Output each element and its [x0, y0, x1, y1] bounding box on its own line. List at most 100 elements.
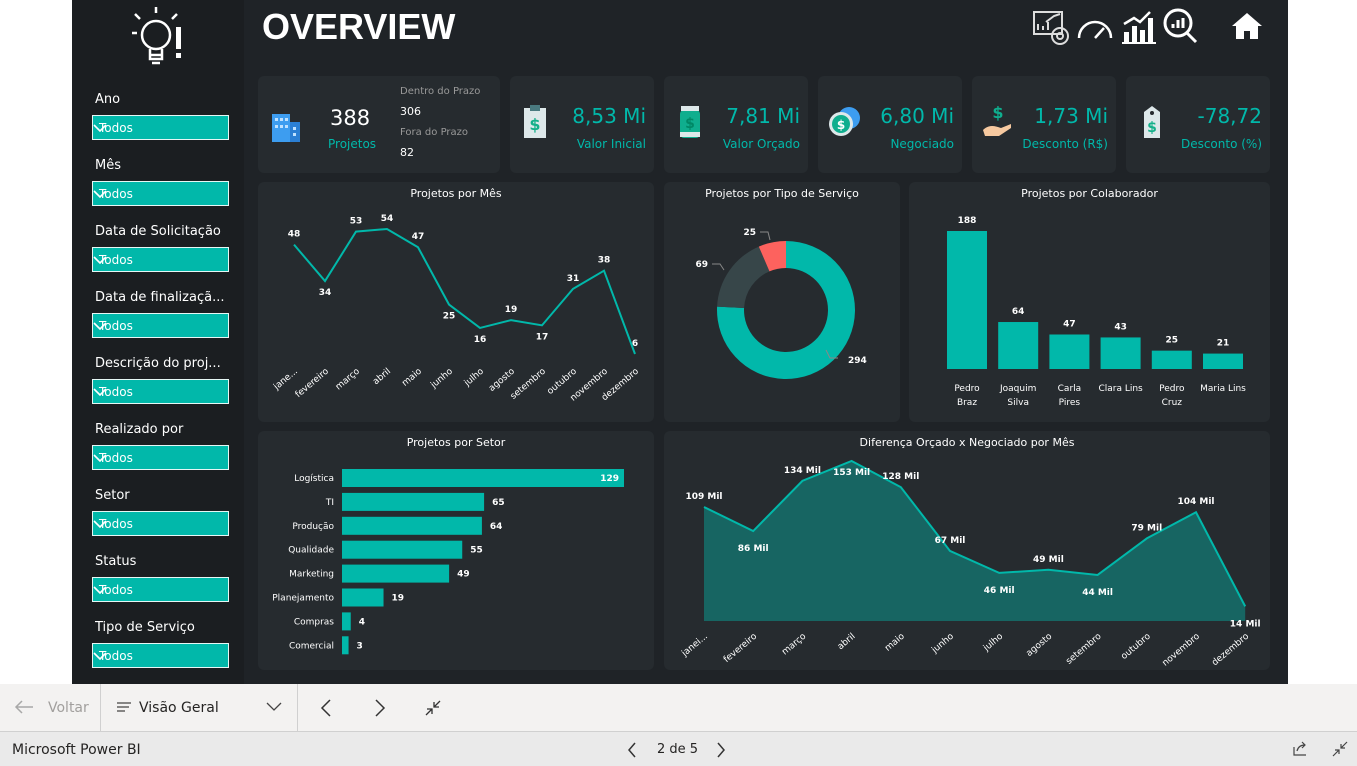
- panel-projetos-por-mes: Projetos por Mês: [258, 182, 654, 422]
- dentro-prazo-value: 306: [400, 105, 421, 118]
- chart-title: Projetos por Setor: [406, 436, 506, 449]
- svg-text:$: $: [529, 115, 540, 134]
- back-button[interactable]: Voltar: [48, 700, 89, 716]
- kpi-card-projetos: 388 Projetos Dentro do Prazo 306 Fora do…: [258, 76, 500, 173]
- previous-page-icon[interactable]: [320, 699, 332, 717]
- panel-projetos-por-setor: Projetos por Setor: [258, 431, 654, 670]
- chevron-down-icon: [93, 652, 107, 661]
- dropdown-value: Todos: [99, 385, 133, 399]
- dropdown-value: Todos: [99, 583, 133, 597]
- filter-label: Realizado por: [95, 422, 184, 437]
- page-indicator: 2 de 5: [657, 742, 699, 757]
- growth-chart-icon[interactable]: [1122, 11, 1156, 44]
- dropdown-value: Todos: [99, 121, 133, 135]
- filter-sidebar: Ano Todos Mês Todos Data de Solicitação …: [72, 0, 244, 684]
- dollar-chat-icon: $: [829, 107, 860, 136]
- price-tag-icon: $: [1144, 106, 1160, 138]
- kpi-value: 8,53 Mi: [572, 104, 646, 128]
- filter-label: Data de finalizaçã...: [95, 290, 225, 305]
- chevron-down-icon[interactable]: [266, 702, 282, 712]
- kpi-label: Desconto (%): [1180, 137, 1262, 151]
- filter-dropdown[interactable]: Todos: [92, 181, 229, 206]
- panel-projetos-por-colaborador: Projetos por Colaborador: [909, 182, 1270, 422]
- svg-text:$: $: [685, 116, 695, 132]
- share-icon[interactable]: [1292, 741, 1308, 757]
- dropdown-value: Todos: [99, 187, 133, 201]
- chevron-down-icon: [93, 124, 107, 133]
- back-arrow-icon[interactable]: [14, 699, 34, 715]
- kpi-value: 7,81 Mi: [726, 104, 800, 128]
- dropdown-value: Todos: [99, 649, 133, 663]
- report-analysis-icon[interactable]: [1033, 11, 1069, 45]
- filter-dropdown[interactable]: Todos: [92, 313, 229, 338]
- chevron-down-icon: [93, 322, 107, 331]
- chevron-down-icon: [93, 388, 107, 397]
- chevron-down-icon: [93, 520, 107, 529]
- divider: [100, 684, 101, 732]
- gauge-icon[interactable]: [1077, 20, 1113, 39]
- page-select[interactable]: Visão Geral: [139, 700, 219, 716]
- kpi-card: $ 1,73 Mi Desconto (R$): [972, 76, 1116, 173]
- kpi-value: -78,72: [1197, 104, 1262, 128]
- svg-text:$: $: [992, 104, 1003, 122]
- next-page-icon[interactable]: [374, 699, 386, 717]
- kpi-card: $ -78,72 Desconto (%): [1126, 76, 1270, 173]
- dropdown-value: Todos: [99, 451, 133, 465]
- exit-fullscreen-icon[interactable]: [1332, 741, 1348, 757]
- hand-dollar-icon: $: [983, 104, 1011, 136]
- menu-icon: [117, 702, 131, 712]
- chart-title: Projetos por Tipo de Serviço: [705, 187, 859, 200]
- exit-fullscreen-icon[interactable]: [424, 699, 442, 717]
- chart-title: Diferença Orçado x Negociado por Mês: [859, 436, 1075, 449]
- status-bar: Microsoft Power BI 2 de 5: [0, 732, 1357, 766]
- chevron-down-icon: [93, 190, 107, 199]
- kpi-label: Desconto (R$): [1022, 137, 1108, 151]
- filter-dropdown[interactable]: Todos: [92, 379, 229, 404]
- filter-label: Setor: [95, 488, 130, 503]
- chart-title: Projetos por Mês: [410, 187, 502, 200]
- panel-projetos-por-tipo: Projetos por Tipo de Serviço: [664, 182, 900, 422]
- kpi-label: Negociado: [890, 137, 954, 151]
- building-icon: [272, 114, 300, 142]
- report-canvas: Ano Todos Mês Todos Data de Solicitação …: [72, 0, 1288, 684]
- home-icon[interactable]: [1232, 13, 1262, 39]
- report-navbar: Voltar Visão Geral: [0, 684, 1357, 732]
- kpi-card: $ 6,80 Mi Negociado: [818, 76, 962, 173]
- fora-prazo-value: 82: [400, 146, 414, 159]
- kpi-card: $ 8,53 Mi Valor Inicial: [510, 76, 654, 173]
- filter-dropdown[interactable]: Todos: [92, 247, 229, 272]
- dentro-prazo-label: Dentro do Prazo: [400, 86, 481, 97]
- svg-text:$: $: [837, 118, 845, 132]
- next-page-icon[interactable]: [716, 742, 726, 758]
- chart-title: Projetos por Colaborador: [1021, 187, 1158, 200]
- chevron-down-icon: [93, 586, 107, 595]
- filter-label: Tipo de Serviço: [95, 620, 195, 635]
- divider: [297, 684, 298, 732]
- kpi-label: Valor Inicial: [576, 137, 646, 151]
- filter-label: Mês: [95, 158, 121, 173]
- panel-diferenca-orcado-negociado: Diferença Orçado x Negociado por Mês: [664, 431, 1270, 670]
- header-icons: [1033, 8, 1262, 45]
- search-chart-icon[interactable]: [1163, 8, 1198, 44]
- filter-dropdown[interactable]: Todos: [92, 577, 229, 602]
- chevron-down-icon: [93, 454, 107, 463]
- filter-dropdown[interactable]: Todos: [92, 511, 229, 536]
- projetos-value: 388: [330, 106, 371, 130]
- dropdown-value: Todos: [99, 319, 133, 333]
- clipboard-dollar-icon: $: [524, 105, 546, 138]
- page-title: OVERVIEW: [262, 6, 456, 47]
- fora-prazo-label: Fora do Prazo: [400, 127, 469, 138]
- app-name: Microsoft Power BI: [12, 742, 141, 758]
- money-jar-icon: $: [680, 106, 700, 138]
- filter-dropdown[interactable]: Todos: [92, 643, 229, 668]
- filter-dropdown[interactable]: Todos: [92, 445, 229, 470]
- projetos-label: Projetos: [328, 137, 377, 151]
- svg-text:$: $: [1147, 120, 1157, 136]
- filter-label: Data de Solicitação: [95, 224, 221, 239]
- idea-logo-icon: [132, 7, 181, 65]
- kpi-label: Valor Orçado: [722, 137, 800, 151]
- filter-dropdown[interactable]: Todos: [92, 115, 229, 140]
- previous-page-icon[interactable]: [627, 742, 637, 758]
- kpi-value: 6,80 Mi: [880, 104, 954, 128]
- dropdown-value: Todos: [99, 253, 133, 267]
